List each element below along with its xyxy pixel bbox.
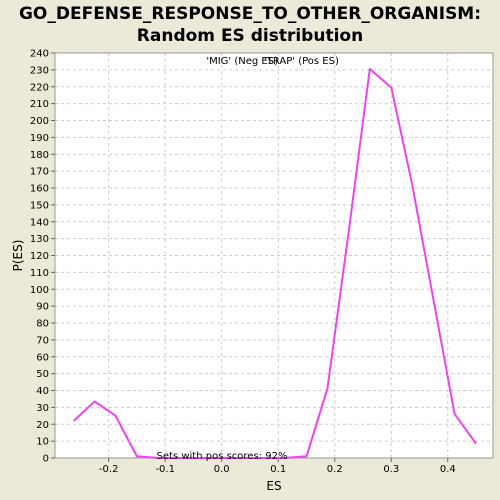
chart-title: GO_DEFENSE_RESPONSE_TO_OTHER_ORGANISM: R… xyxy=(0,3,500,47)
y-tick-label: 90 xyxy=(36,302,49,313)
x-tick-label: -0.2 xyxy=(99,464,119,475)
chart-title-line-2: Random ES distribution xyxy=(136,26,364,46)
x-tick-label: 0.1 xyxy=(270,464,286,475)
y-tick-label: 160 xyxy=(30,184,49,195)
tick-marks: 0 10 20 30 40 50 60 70 80 90 100 110 120 130 140 150 160… xyxy=(30,49,456,476)
series-group xyxy=(73,68,477,459)
series-line xyxy=(73,68,477,459)
y-tick-label: 10 xyxy=(36,437,49,448)
y-tick-label: 150 xyxy=(30,200,49,211)
chart-title-line-1: GO_DEFENSE_RESPONSE_TO_OTHER_ORGANISM: xyxy=(18,4,482,24)
y-tick-label: 50 xyxy=(36,369,49,380)
y-tick-label: 220 xyxy=(30,82,49,93)
y-tick-label: 30 xyxy=(36,403,49,414)
y-tick-label: 40 xyxy=(36,386,49,397)
x-tick-label: 0.4 xyxy=(440,464,456,475)
annotation-pos-scores: Sets with pos scores: 92% xyxy=(157,451,288,462)
y-tick-label: 140 xyxy=(30,217,49,228)
y-tick-label: 230 xyxy=(30,65,49,76)
legend-entry-neg: 'MIG' (Neg ES) xyxy=(206,56,278,67)
y-tick-label: 170 xyxy=(30,167,49,178)
x-tick-label: 0.3 xyxy=(383,464,399,475)
y-tick-label: 180 xyxy=(30,150,49,161)
y-tick-label: 210 xyxy=(30,99,49,110)
y-axis-label: P(ES) xyxy=(11,240,25,272)
x-tick-label: 0.2 xyxy=(327,464,343,475)
y-tick-label: 200 xyxy=(30,116,49,127)
y-tick-label: 240 xyxy=(30,49,49,60)
y-tick-label: 60 xyxy=(36,352,49,363)
y-tick-label: 120 xyxy=(30,251,49,262)
y-tick-label: 190 xyxy=(30,133,49,144)
x-tick-label: 0.0 xyxy=(214,464,230,475)
y-tick-label: 80 xyxy=(36,319,49,330)
x-axis-label: ES xyxy=(266,479,281,493)
y-tick-label: 70 xyxy=(36,335,49,346)
x-tick-label: -0.1 xyxy=(155,464,175,475)
y-tick-label: 100 xyxy=(30,285,49,296)
y-tick-label: 20 xyxy=(36,420,49,431)
y-tick-label: 0 xyxy=(43,454,49,465)
y-tick-label: 110 xyxy=(30,268,49,279)
y-tick-label: 130 xyxy=(30,234,49,245)
legend-entry-pos: 'TRAP' (Pos ES) xyxy=(264,56,339,67)
